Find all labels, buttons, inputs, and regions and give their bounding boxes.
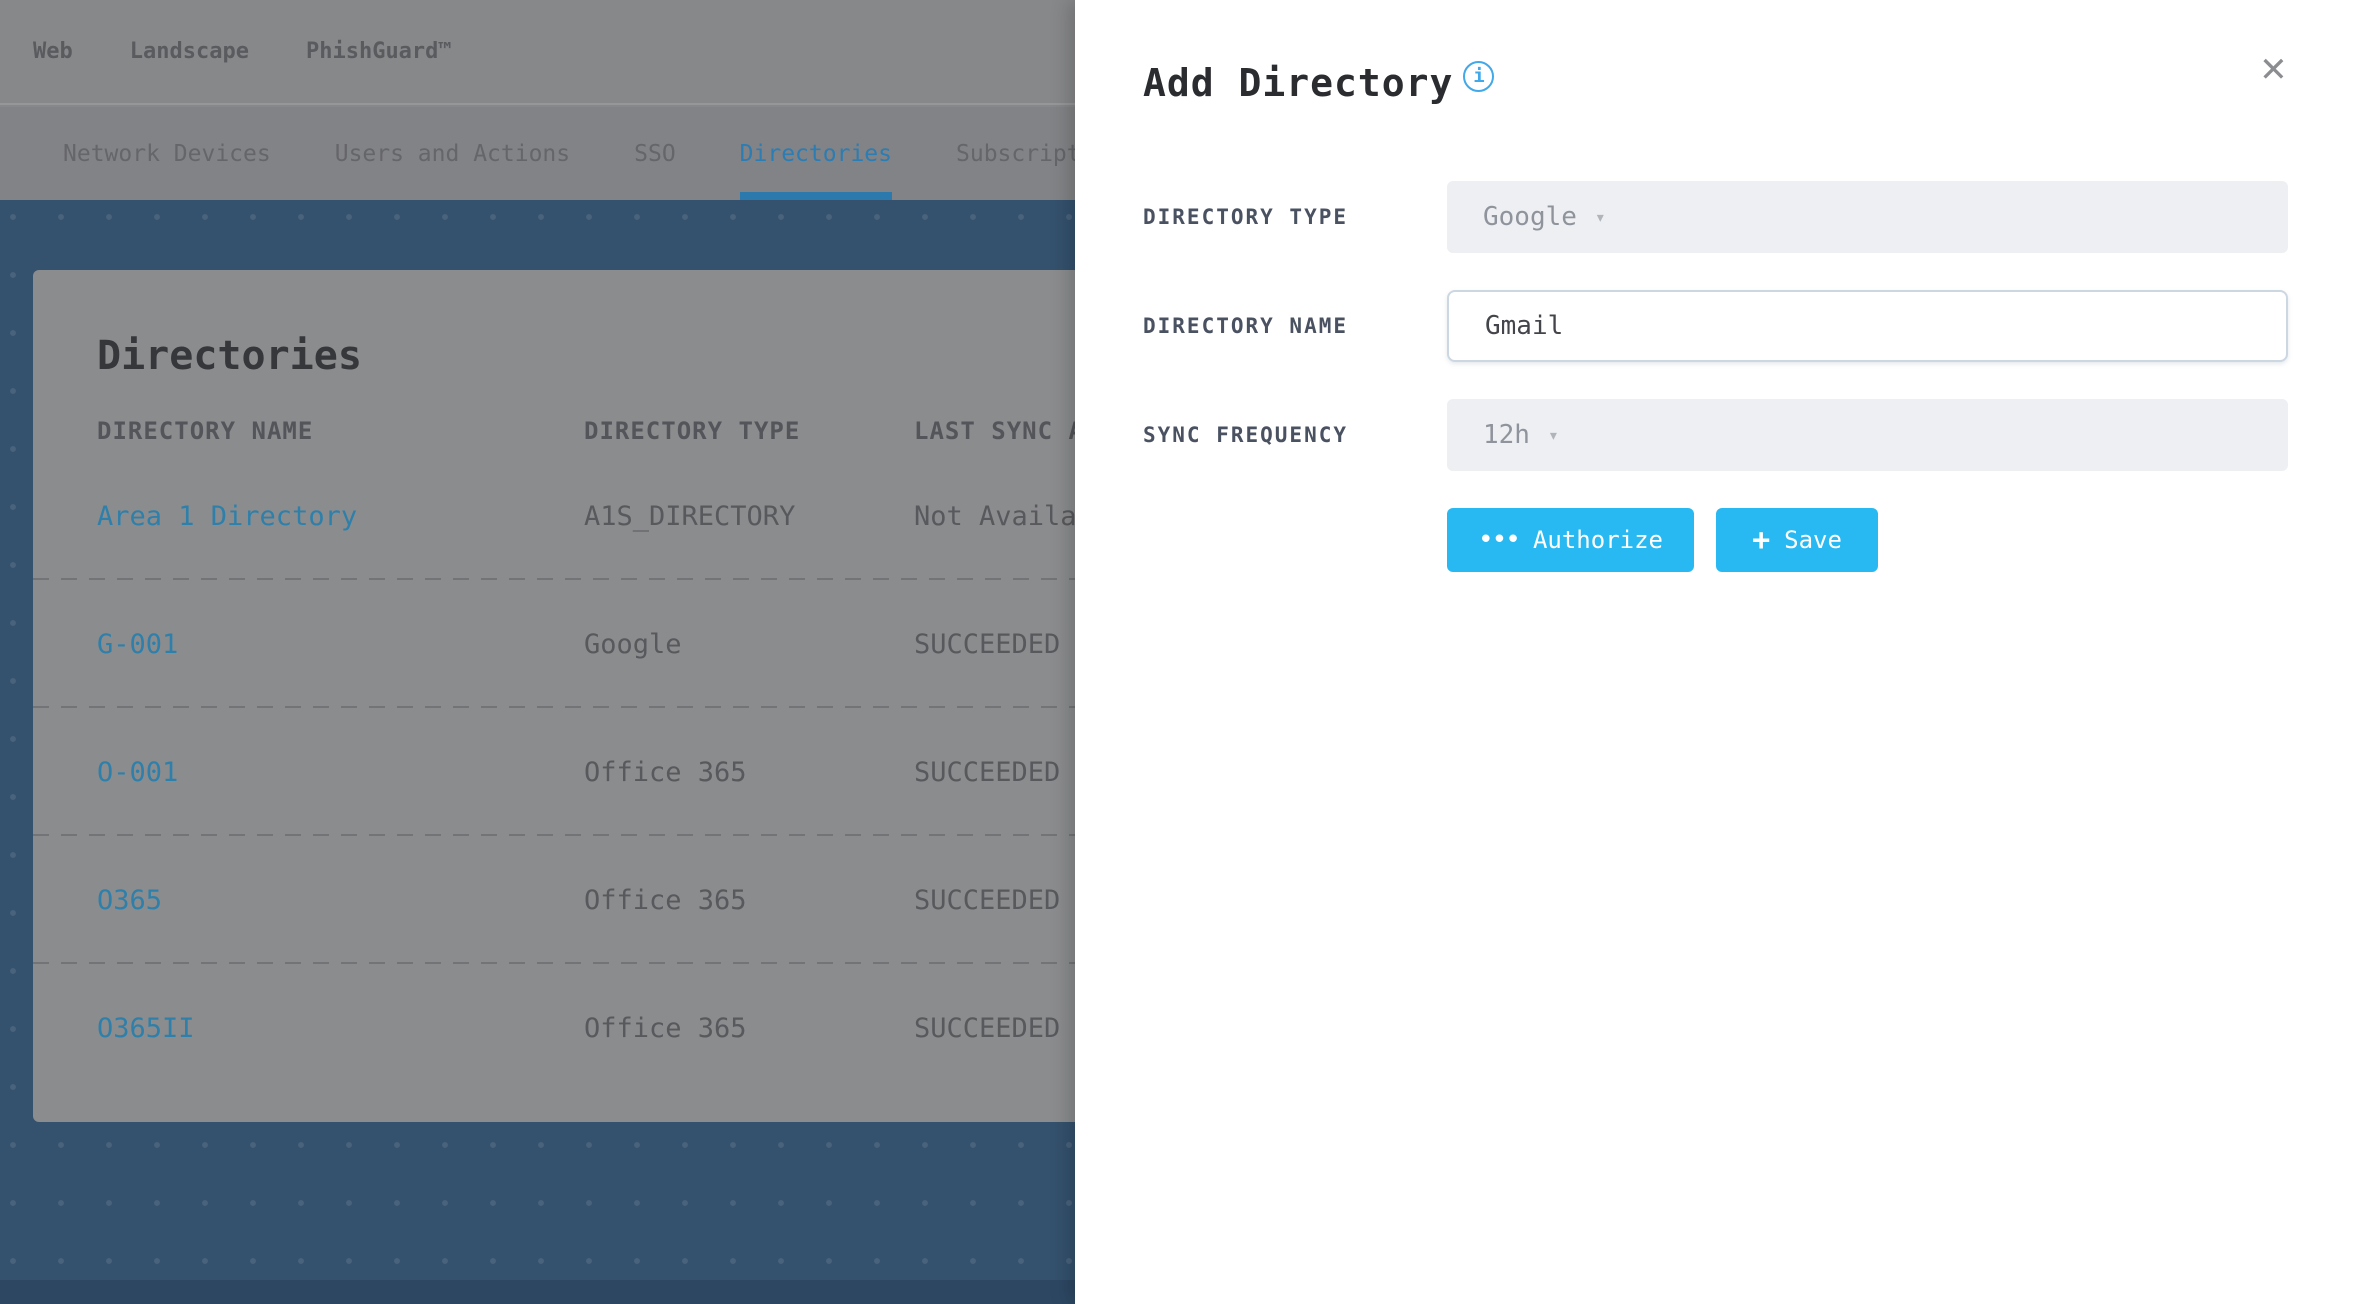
directory-type-select[interactable]: Google ▾ xyxy=(1447,181,2288,253)
tab-users-and-actions[interactable]: Users and Actions xyxy=(335,107,570,200)
ellipsis-icon: ••• xyxy=(1477,525,1521,555)
authorize-button[interactable]: ••• Authorize xyxy=(1447,508,1694,572)
tab-sso[interactable]: SSO xyxy=(634,107,676,200)
column-header-last-sync-at: LAST SYNC AT xyxy=(914,417,1100,445)
directory-type-value: Google xyxy=(1483,202,1577,232)
add-directory-form: DIRECTORY TYPE Google ▾ DIRECTORY NAME S… xyxy=(1143,181,2288,572)
directory-type-cell: Office 365 xyxy=(584,884,747,916)
directory-type-cell: Office 365 xyxy=(584,756,747,788)
save-button-label: Save xyxy=(1784,526,1842,554)
directory-type-label: DIRECTORY TYPE xyxy=(1143,205,1349,229)
tab-label: SSO xyxy=(634,140,676,167)
tab-label: Network Devices xyxy=(63,140,271,167)
chevron-down-icon: ▾ xyxy=(1594,206,1606,228)
directory-link[interactable]: Area 1 Directory xyxy=(97,500,358,532)
form-row-directory-type: DIRECTORY TYPE Google ▾ xyxy=(1143,181,2288,253)
last-sync-cell: SUCCEEDED xyxy=(914,756,1061,788)
column-header-directory-name: DIRECTORY NAME xyxy=(97,417,314,445)
nav-item-landscape[interactable]: Landscape xyxy=(129,39,249,64)
table-row: O365II Office 365 SUCCEEDED xyxy=(97,964,2259,1092)
close-icon[interactable]: ✕ xyxy=(2260,42,2286,91)
sync-frequency-label: SYNC FREQUENCY xyxy=(1143,423,1349,447)
panel-header: Add Directory i xyxy=(1143,56,2288,110)
tab-directories[interactable]: Directories xyxy=(739,107,892,200)
authorize-button-label: Authorize xyxy=(1532,526,1663,554)
save-button[interactable]: + Save xyxy=(1716,508,1878,572)
nav-item-web[interactable]: Web xyxy=(33,39,73,64)
sync-frequency-select[interactable]: 12h ▾ xyxy=(1447,399,2288,471)
directory-link[interactable]: O-001 xyxy=(97,756,179,788)
directory-name-input[interactable] xyxy=(1447,290,2288,362)
tab-network-devices[interactable]: Network Devices xyxy=(63,107,271,200)
nav-item-phishguard[interactable]: PhishGuard™ xyxy=(305,39,452,64)
column-header-directory-type: DIRECTORY TYPE xyxy=(584,417,801,445)
directory-type-cell: Google xyxy=(584,628,682,660)
last-sync-cell: SUCCEEDED xyxy=(914,628,1061,660)
panel-title: Add Directory xyxy=(1143,61,1454,105)
tab-label: Directories xyxy=(739,140,892,167)
add-directory-panel: ✕ Add Directory i DIRECTORY TYPE Google ▾… xyxy=(1075,0,2356,1304)
last-sync-cell: SUCCEEDED xyxy=(914,884,1061,916)
directory-name-label: DIRECTORY NAME xyxy=(1143,314,1349,338)
chevron-down-icon: ▾ xyxy=(1547,424,1559,446)
directory-type-cell: Office 365 xyxy=(584,1012,747,1044)
directory-link[interactable]: O365II xyxy=(97,1012,195,1044)
plus-icon: + xyxy=(1752,522,1771,558)
form-row-sync-frequency: SYNC FREQUENCY 12h ▾ xyxy=(1143,399,2288,471)
tab-label: Users and Actions xyxy=(334,140,571,167)
directory-link[interactable]: O365 xyxy=(97,884,163,916)
form-row-directory-name: DIRECTORY NAME xyxy=(1143,290,2288,362)
sync-frequency-value: 12h xyxy=(1483,420,1530,450)
directory-link[interactable]: G-001 xyxy=(97,628,179,660)
info-icon[interactable]: i xyxy=(1463,60,1495,92)
form-buttons: ••• Authorize + Save xyxy=(1447,508,2288,572)
last-sync-cell: SUCCEEDED xyxy=(914,1012,1061,1044)
page-title: Directories xyxy=(97,333,362,379)
directory-type-cell: A1S_DIRECTORY xyxy=(584,500,796,532)
table-header-row: DIRECTORY NAME DIRECTORY TYPE LAST SYNC … xyxy=(97,416,2259,446)
